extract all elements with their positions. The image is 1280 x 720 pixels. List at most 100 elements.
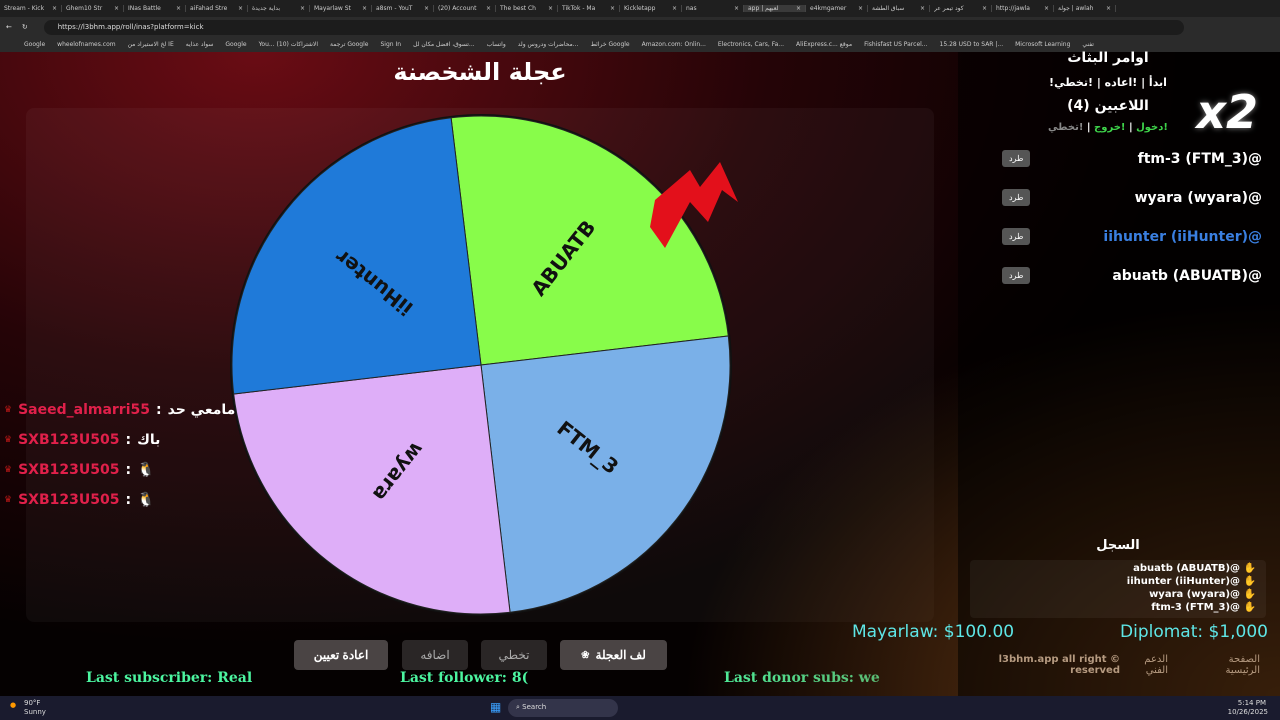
bookmark[interactable]: تسوق، افضل مكان لل...	[413, 41, 475, 48]
browser-tab[interactable]: جولة | awlah ×	[1054, 5, 1116, 12]
close-icon[interactable]: ×	[1105, 5, 1111, 12]
bookmark[interactable]: Google	[225, 41, 247, 48]
player-row: طرد abuatb (ABUATB)@	[1002, 267, 1262, 284]
browser-tab[interactable]: Stream - Kick ×	[0, 5, 62, 12]
add-button[interactable]: اضافه	[402, 640, 468, 670]
weather-temp: 90°F	[24, 699, 41, 707]
back-icon[interactable]: ←	[6, 23, 12, 31]
kick-player-button[interactable]: طرد	[1002, 150, 1031, 167]
log-entry: ftm-3 (FTM_3)@ ✋	[1151, 602, 1256, 614]
tab-title: nas	[686, 5, 697, 12]
close-icon[interactable]: ×	[175, 5, 181, 12]
reload-icon[interactable]: ↻	[21, 23, 28, 31]
spin-button[interactable]: ❀ لف العجلة	[560, 640, 667, 670]
bookmark[interactable]: ترجمة Google	[330, 41, 369, 48]
log-text: abuatb (ABUATB)@	[1133, 563, 1241, 574]
browser-tab[interactable]: app | لعبهم ×	[744, 5, 806, 12]
player-commands: !دخول | !خروج | !تخطي	[1048, 122, 1168, 133]
player-row: طرد ftm-3 (FTM_3)@	[1002, 150, 1262, 167]
close-icon[interactable]: ×	[919, 5, 925, 12]
taskbar-search[interactable]: ⌕ Search	[508, 699, 618, 717]
bookmark[interactable]: Sign In	[380, 41, 402, 48]
close-icon[interactable]: ×	[423, 5, 429, 12]
reset-button[interactable]: اعادة تعيين	[294, 640, 388, 670]
close-icon[interactable]: ×	[237, 5, 243, 12]
close-icon[interactable]: ×	[361, 5, 367, 12]
close-icon[interactable]: ×	[795, 5, 801, 12]
page: عجلة الشخصنة ABUATB FTM_3 wyara iiHunter ♛ S…	[0, 50, 1280, 696]
footer-support[interactable]: الدعم الفني	[1144, 654, 1168, 676]
commands-title: اوامر البثاث	[1067, 50, 1149, 66]
browser-tab[interactable]: Ghem10 Str ×	[62, 5, 124, 12]
wave-icon: ✋	[1243, 589, 1256, 600]
close-icon[interactable]: ×	[51, 5, 57, 12]
kick-player-button[interactable]: طرد	[1002, 267, 1031, 284]
weather-icon: ●	[10, 701, 17, 709]
close-icon[interactable]: ×	[1043, 5, 1049, 12]
bookmark[interactable]: Fishisfast US Parcel...	[864, 41, 928, 48]
bookmark[interactable]: wheelofnames.com	[57, 41, 116, 48]
close-icon[interactable]: ×	[299, 5, 305, 12]
bookmark[interactable]: 15.28 USD to SAR |...	[939, 41, 1004, 48]
log-text: ftm-3 (FTM_3)@	[1151, 602, 1241, 613]
close-icon[interactable]: ×	[609, 5, 615, 12]
browser-tab[interactable]: بداية جديدة ×	[248, 5, 310, 12]
bookmark[interactable]: Google	[24, 41, 46, 48]
bookmark[interactable]: Amazon.com: Onlin...	[641, 41, 706, 48]
browser-tab[interactable]: سباق الطشة ×	[868, 5, 930, 12]
log-text: wyara (wyara)@	[1149, 589, 1241, 600]
tab-title: http://jawla	[996, 5, 1030, 12]
browser-tab[interactable]: كود تيمر عر ×	[930, 5, 992, 12]
browser-tab[interactable]: TikTok - Ma ×	[558, 5, 620, 12]
wave-icon: ✋	[1243, 602, 1256, 613]
browser-tab[interactable]: e4kmgamer ×	[806, 5, 868, 12]
browser-tab[interactable]: The best Ch ×	[496, 5, 558, 12]
close-icon[interactable]: ×	[733, 5, 739, 12]
browser-tab[interactable]: INas Battle ×	[124, 5, 186, 12]
bookmark[interactable]: لخ الاستيراد من IE	[127, 41, 174, 48]
wheel-icon: ❀	[581, 649, 590, 661]
browser-tab[interactable]: aiFahad Stre ×	[186, 5, 248, 12]
close-icon[interactable]: ×	[981, 5, 987, 12]
close-icon[interactable]: ×	[485, 5, 491, 12]
weather-desc: Sunny	[24, 708, 46, 716]
kick-player-button[interactable]: طرد	[1002, 228, 1031, 245]
chat-text: مامعي حد	[167, 402, 236, 418]
skip-command: !تخطي	[1048, 122, 1084, 133]
bookmark[interactable]: تفني	[1082, 41, 1094, 48]
close-icon[interactable]: ×	[671, 5, 677, 12]
windows-start-icon[interactable]: ▦	[490, 700, 502, 714]
log-entry: wyara (wyara)@ ✋	[1149, 589, 1256, 601]
bookmark[interactable]: Microsoft Learning	[1015, 41, 1071, 48]
bookmark[interactable]: AliExpress.c... موقع	[796, 41, 853, 48]
browser-tab[interactable]: (20) Account ×	[434, 5, 496, 12]
browser-tab[interactable]: http://jawla ×	[992, 5, 1054, 12]
url-input[interactable]: https://l3bhm.app/roll/inas?platform=kic…	[43, 19, 1184, 35]
skip-button[interactable]: تخطي	[481, 640, 547, 670]
bookmark[interactable]: خرائط Google	[590, 41, 630, 48]
tab-title: كود تيمر عر	[934, 5, 964, 12]
bookmark[interactable]: سواد عذايه	[185, 41, 214, 48]
close-icon[interactable]: ×	[113, 5, 119, 12]
tab-title: app | لعبهم	[748, 5, 779, 12]
browser-tab[interactable]: a8sm - YouT ×	[372, 5, 434, 12]
page-title: عجلة الشخصنة	[393, 58, 567, 86]
browser-tab[interactable]: nas ×	[682, 5, 744, 12]
close-icon[interactable]: ×	[547, 5, 553, 12]
kick-player-button[interactable]: طرد	[1002, 189, 1031, 206]
bookmark[interactable]: واتساب	[486, 41, 506, 48]
tab-title: TikTok - Ma	[562, 5, 596, 12]
bookmark[interactable]: You... الاشتراكات (10)	[258, 41, 319, 48]
player-row: طرد wyara (wyara)@	[1002, 189, 1262, 206]
tab-bar: Stream - Kick × Ghem10 Str × INas Battle × aiF…	[0, 0, 1280, 17]
search-label: Search	[522, 703, 547, 711]
browser-tab[interactable]: Kickletapp ×	[620, 5, 682, 12]
log-title: السجل	[1096, 538, 1140, 553]
footer-home[interactable]: الصفحة الرئيسية	[1225, 654, 1260, 676]
browser-tab[interactable]: Mayarlaw St ×	[310, 5, 372, 12]
bookmark[interactable]: محاضرات ودروس ولد...	[517, 41, 579, 48]
kick-badge-icon: ♛	[4, 495, 13, 505]
close-icon[interactable]: ×	[857, 5, 863, 12]
bookmark[interactable]: Electronics, Cars, Fa...	[717, 41, 785, 48]
